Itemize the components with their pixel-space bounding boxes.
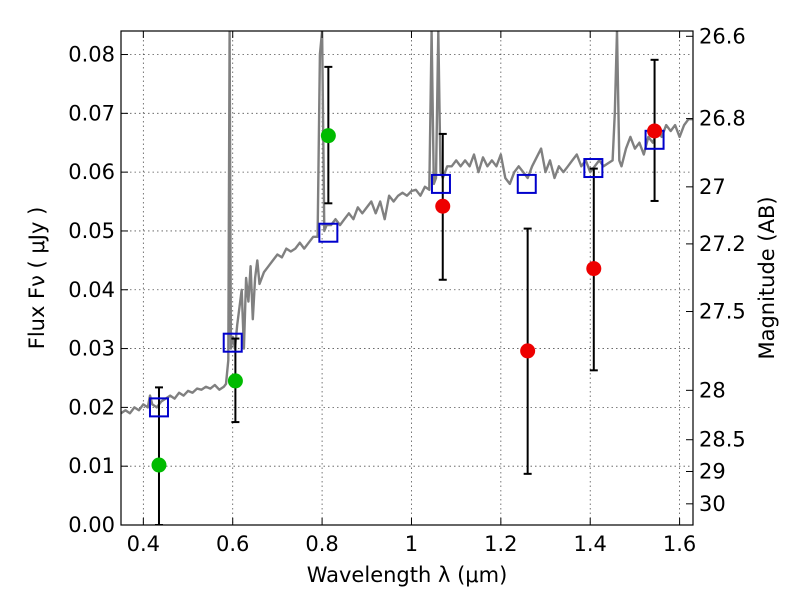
y-right-tick-label: 29 — [699, 459, 726, 483]
y-right-tick-label: 30 — [699, 492, 726, 516]
observed-flux-point — [647, 123, 663, 139]
y-right-tick-label: 27 — [699, 175, 726, 199]
y-tick-label: 0.00 — [68, 513, 115, 537]
y-axis-title: Flux Fν ( μJy ) — [25, 207, 49, 350]
x-tick-label: 0.8 — [305, 532, 338, 556]
y-tick-label: 0.07 — [68, 101, 115, 125]
model-bandpass-point — [222, 332, 243, 353]
x-tick-label: 0.4 — [127, 532, 160, 556]
observed-flux-point — [320, 128, 336, 144]
y-tick-label: 0.04 — [68, 278, 115, 302]
plot-frame — [120, 30, 694, 526]
observed-flux-point — [520, 343, 536, 359]
data-layer — [121, 31, 693, 525]
axis-ticks — [121, 31, 693, 526]
x-tick-label: 1.6 — [663, 532, 696, 556]
observed-flux-point — [151, 457, 167, 473]
y-right-tick-label: 27.2 — [699, 232, 746, 256]
y-tick-label: 0.06 — [68, 160, 115, 184]
x-axis-title: Wavelength λ (μm) — [307, 563, 508, 587]
model-spectrum-line — [121, 31, 693, 415]
y-right-tick-label: 26.8 — [699, 107, 746, 131]
y-right-tick-label: 26.6 — [699, 24, 746, 48]
x-tick-label: 0.6 — [216, 532, 249, 556]
y-right-axis-title: Magnitude (AB) — [755, 196, 779, 359]
x-tick-label: 1.4 — [574, 532, 607, 556]
x-tick-label: 1 — [405, 532, 418, 556]
model-bandpass-point — [318, 222, 339, 243]
y-tick-label: 0.08 — [68, 43, 115, 67]
x-tick-label: 1.2 — [484, 532, 517, 556]
grid-lines — [121, 31, 693, 526]
observed-flux-point — [586, 261, 602, 277]
y-tick-label: 0.05 — [68, 219, 115, 243]
y-right-tick-label: 27.5 — [699, 300, 746, 324]
observed-flux-point — [227, 373, 243, 389]
observed-flux-point — [435, 198, 451, 214]
y-tick-label: 0.02 — [68, 395, 115, 419]
model-bandpass-point — [583, 158, 604, 179]
axis-tick-labels: 0.4 0.6 0.8 1 1.2 1.4 1.6 0.00 0.01 0.02 0.03 0.04 0… — [68, 24, 746, 556]
y-right-tick-label: 28.5 — [699, 428, 746, 452]
y-right-tick-label: 28 — [699, 378, 726, 402]
model-bandpass-point — [516, 173, 537, 194]
model-bandpass-point — [148, 397, 169, 418]
model-bandpass-point — [430, 173, 451, 194]
y-tick-label: 0.03 — [68, 337, 115, 361]
y-tick-label: 0.01 — [68, 454, 115, 478]
